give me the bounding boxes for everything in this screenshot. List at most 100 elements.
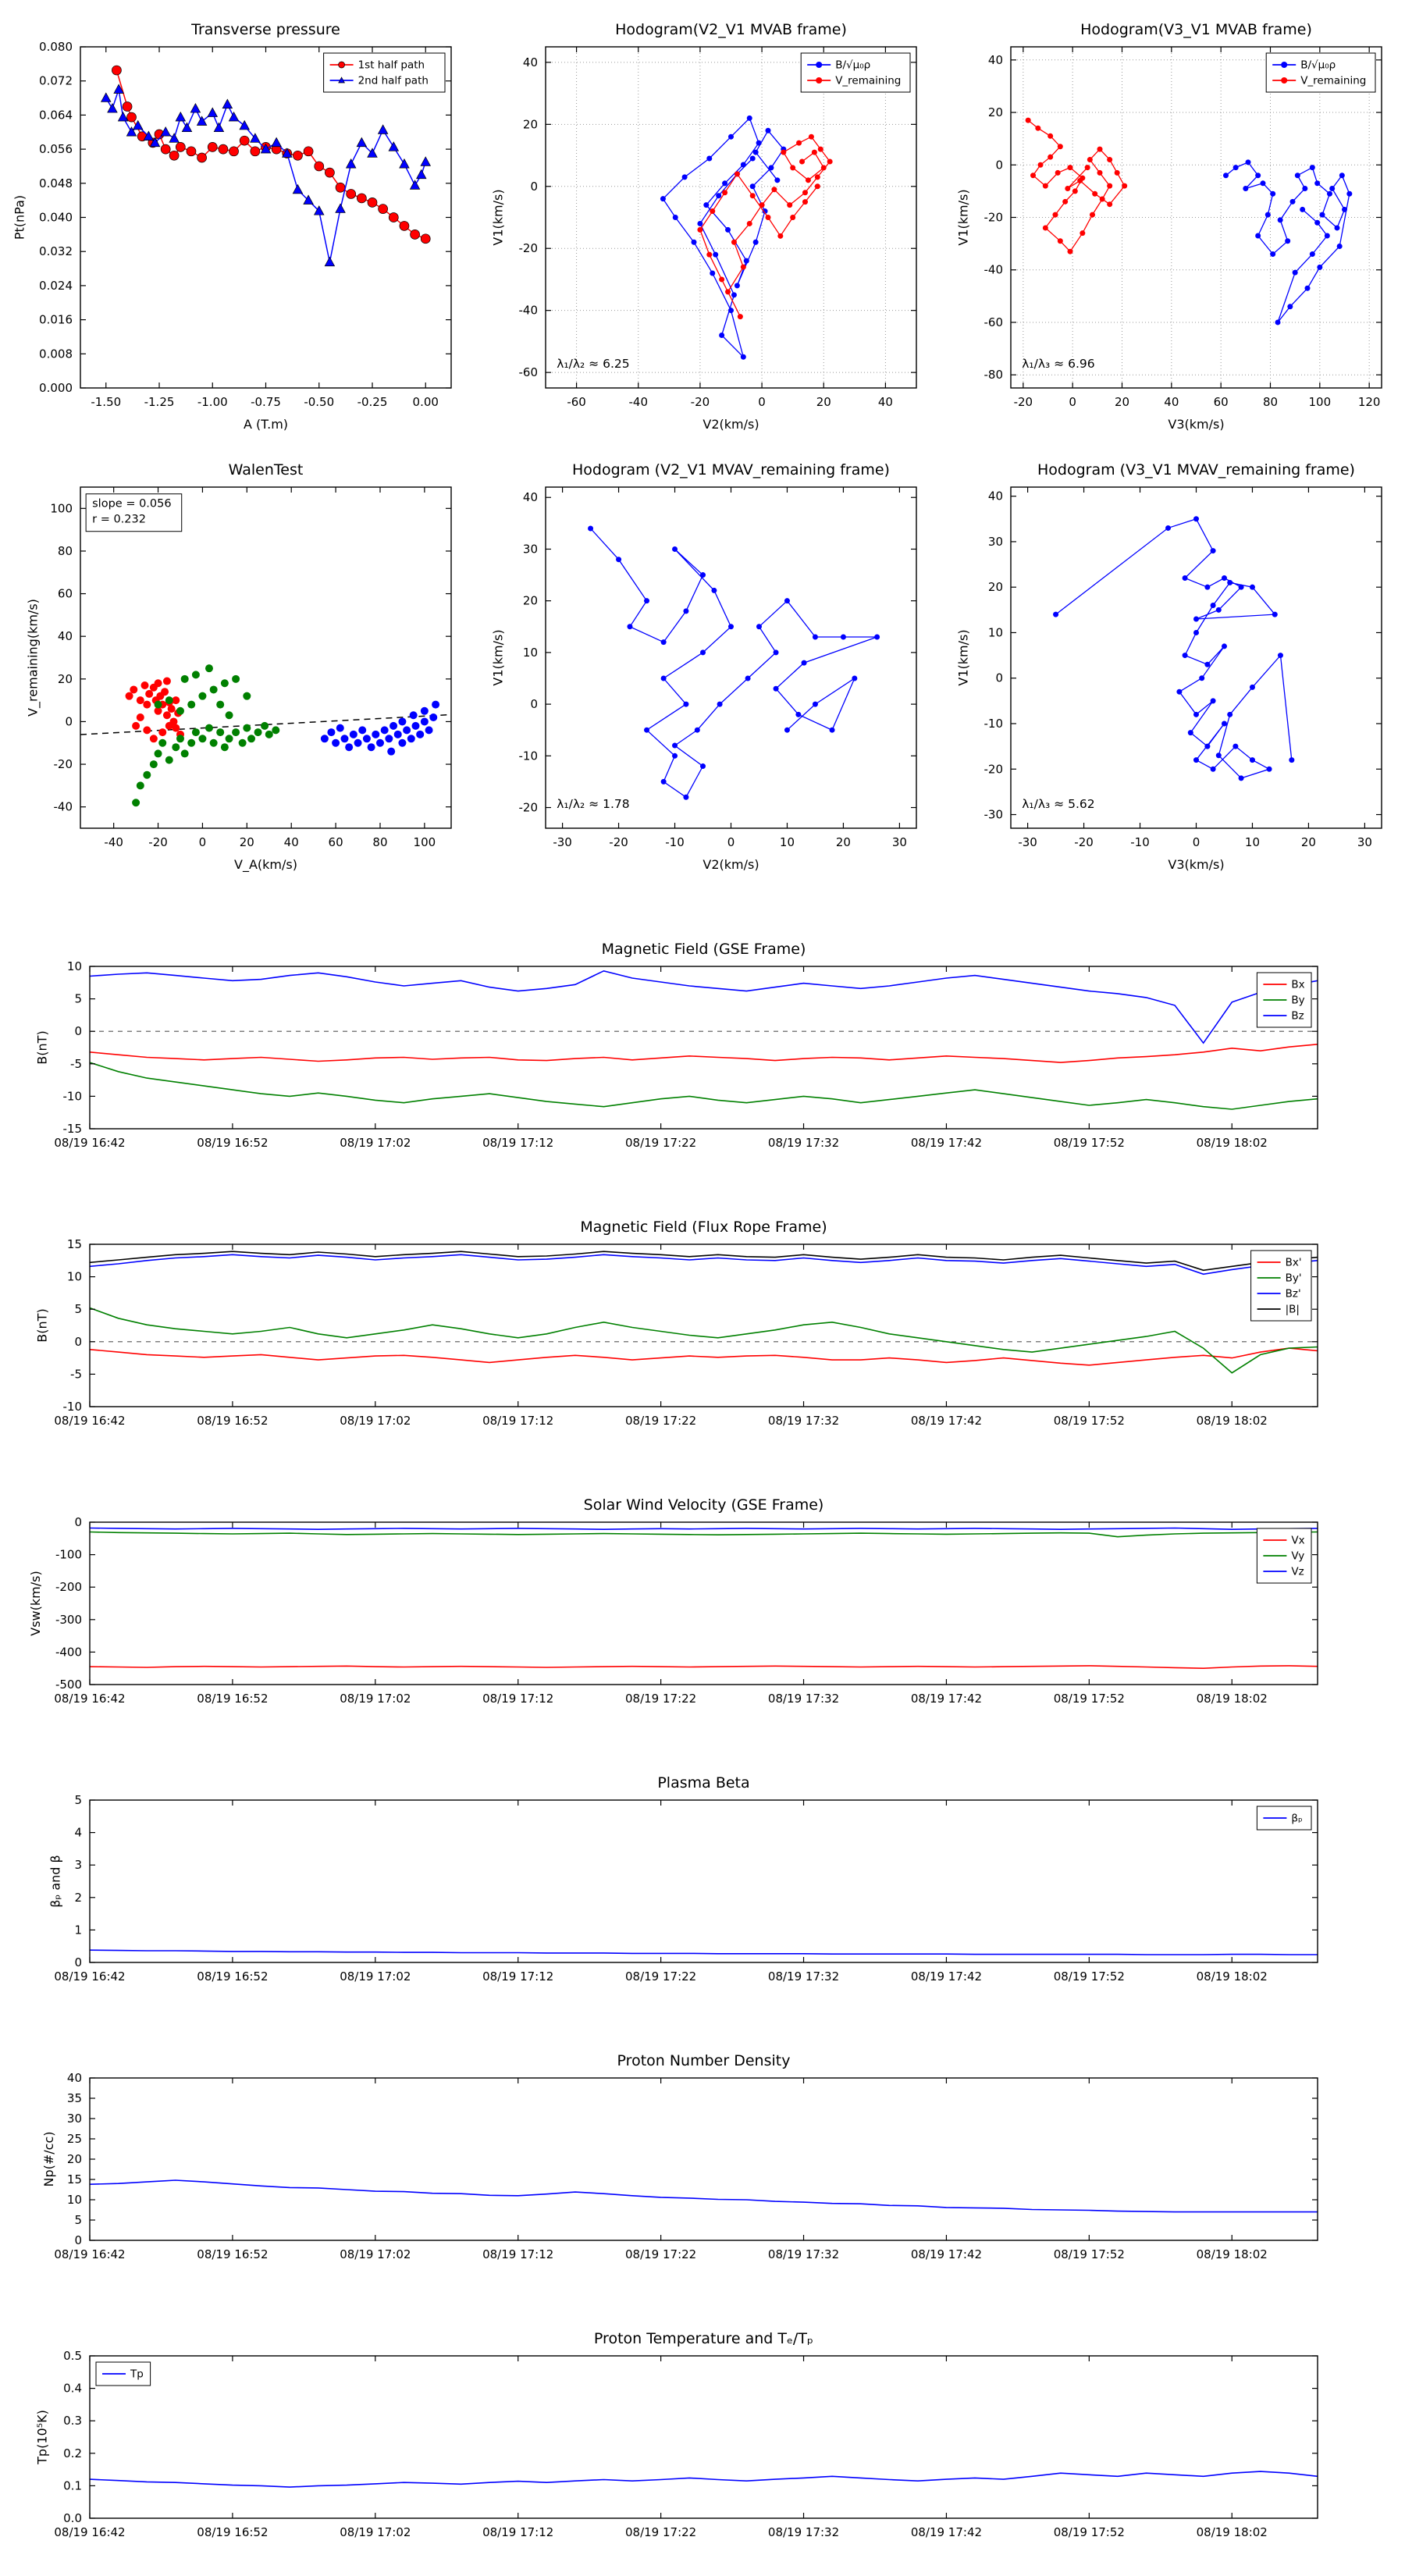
svg-text:λ₁/λ₃ ≈ 5.62: λ₁/λ₃ ≈ 5.62 — [1022, 797, 1094, 811]
svg-text:0.056: 0.056 — [39, 142, 73, 156]
svg-text:08/19 17:52: 08/19 17:52 — [1054, 1969, 1125, 1984]
svg-text:λ₁/λ₂ ≈ 6.25: λ₁/λ₂ ≈ 6.25 — [557, 357, 629, 371]
chart-transverse-pressure: -1.50 -1.25 -1.00 -0.75 -0.50 -0.25 0.00 0.000 0… — [6, 8, 468, 439]
svg-text:10: 10 — [67, 959, 82, 973]
svg-text:V1(km/s): V1(km/s) — [491, 189, 506, 245]
svg-text:10: 10 — [988, 625, 1003, 639]
svg-text:-40: -40 — [519, 304, 539, 318]
svg-text:0: 0 — [74, 2233, 82, 2247]
svg-text:-300: -300 — [55, 1613, 82, 1627]
svg-text:-10: -10 — [984, 717, 1004, 731]
svg-text:V2(km/s): V2(km/s) — [702, 857, 759, 872]
svg-text:λ₁/λ₂ ≈ 1.78: λ₁/λ₂ ≈ 1.78 — [557, 797, 629, 811]
svg-text:-20: -20 — [1014, 395, 1033, 409]
svg-text:-20: -20 — [519, 801, 539, 815]
svg-text:08/19 18:02: 08/19 18:02 — [1197, 2247, 1268, 2261]
svg-text:V_remaining: V_remaining — [1300, 75, 1366, 87]
svg-text:-20: -20 — [984, 762, 1004, 776]
svg-text:-20: -20 — [609, 835, 628, 849]
svg-text:08/19 17:42: 08/19 17:42 — [911, 1692, 982, 1706]
svg-text:08/19 17:22: 08/19 17:22 — [625, 2247, 696, 2261]
svg-text:60: 60 — [329, 835, 343, 849]
svg-text:3: 3 — [74, 1858, 82, 1872]
svg-text:Hodogram(V3_V1 MVAB frame): Hodogram(V3_V1 MVAB frame) — [1080, 21, 1312, 38]
svg-text:08/19 17:42: 08/19 17:42 — [911, 1414, 982, 1428]
svg-text:08/19 17:02: 08/19 17:02 — [340, 2525, 411, 2539]
svg-text:08/19 17:02: 08/19 17:02 — [340, 2247, 411, 2261]
chart-proton-temperature: 08/19 16:42 08/19 16:52 08/19 17:02 08/19 1… — [0, 2323, 1405, 2557]
svg-text:08/19 17:32: 08/19 17:32 — [768, 2247, 839, 2261]
svg-text:08/19 17:12: 08/19 17:12 — [482, 1692, 553, 1706]
chart-magnetic-field-flux-rope: 08/19 16:42 08/19 16:52 08/19 17:02 08/19 1… — [0, 1212, 1405, 1446]
svg-text:100: 100 — [50, 501, 73, 515]
svg-text:08/19 17:02: 08/19 17:02 — [340, 1969, 411, 1984]
svg-text:08/19 17:42: 08/19 17:42 — [911, 2247, 982, 2261]
svg-text:-80: -80 — [984, 368, 1004, 382]
svg-text:0: 0 — [530, 697, 538, 711]
svg-text:V1(km/s): V1(km/s) — [956, 629, 971, 685]
svg-text:-5: -5 — [70, 1057, 82, 1071]
svg-text:-30: -30 — [1018, 835, 1037, 849]
chart-hodogram-v2v1-mvav: -30 -20 -10 0 10 20 30 -20 -10 0 10 20 30 40 Hodogram … — [471, 448, 934, 879]
svg-text:1st half path: 1st half path — [358, 59, 425, 72]
svg-text:08/19 18:02: 08/19 18:02 — [1197, 2525, 1268, 2539]
svg-text:V2(km/s): V2(km/s) — [702, 417, 759, 432]
svg-text:08/19 17:32: 08/19 17:32 — [768, 1692, 839, 1706]
svg-text:08/19 18:02: 08/19 18:02 — [1197, 1969, 1268, 1984]
svg-text:0: 0 — [74, 1024, 82, 1038]
svg-text:40: 40 — [988, 53, 1003, 67]
svg-text:0: 0 — [530, 180, 538, 194]
svg-text:08/19 16:52: 08/19 16:52 — [197, 2247, 268, 2261]
svg-text:-20: -20 — [984, 211, 1004, 225]
svg-text:08/19 17:52: 08/19 17:52 — [1054, 1692, 1125, 1706]
svg-text:-40: -40 — [104, 835, 123, 849]
svg-text:08/19 16:42: 08/19 16:42 — [54, 1414, 125, 1428]
svg-text:0.040: 0.040 — [39, 211, 73, 225]
svg-text:-15: -15 — [63, 1122, 83, 1136]
svg-text:08/19 17:12: 08/19 17:12 — [482, 2247, 553, 2261]
svg-text:35: 35 — [67, 2091, 82, 2105]
svg-text:08/19 16:42: 08/19 16:42 — [54, 1136, 125, 1150]
svg-text:-500: -500 — [55, 1678, 82, 1692]
svg-text:-10: -10 — [665, 835, 685, 849]
svg-text:40: 40 — [523, 55, 538, 69]
svg-text:βₚ: βₚ — [1291, 1813, 1302, 1825]
svg-text:0: 0 — [74, 1515, 82, 1529]
svg-text:0.064: 0.064 — [39, 108, 73, 122]
chart-hodogram-v3v1-mvav: -30 -20 -10 0 10 20 30 -30 -20 -10 0 10 20 30 40 Hodogr… — [937, 448, 1399, 879]
svg-text:40: 40 — [988, 489, 1003, 503]
svg-text:WalenTest: WalenTest — [229, 461, 304, 479]
svg-text:0: 0 — [758, 395, 766, 409]
svg-text:r = 0.232: r = 0.232 — [92, 514, 146, 526]
svg-text:B(nT): B(nT) — [35, 1308, 50, 1342]
svg-text:-1.25: -1.25 — [144, 395, 175, 409]
svg-text:0.024: 0.024 — [39, 279, 73, 293]
svg-text:Tp: Tp — [130, 2368, 144, 2381]
svg-text:Bx': Bx' — [1286, 1257, 1302, 1269]
svg-text:30: 30 — [67, 2112, 82, 2126]
svg-text:08/19 17:52: 08/19 17:52 — [1054, 2525, 1125, 2539]
svg-text:By': By' — [1286, 1272, 1302, 1285]
svg-text:30: 30 — [1357, 835, 1372, 849]
svg-text:08/19 17:12: 08/19 17:12 — [482, 1969, 553, 1984]
svg-text:15: 15 — [67, 1237, 82, 1251]
svg-text:Plasma Beta: Plasma Beta — [657, 1774, 749, 1791]
svg-text:08/19 16:52: 08/19 16:52 — [197, 1136, 268, 1150]
svg-text:40: 40 — [1164, 395, 1179, 409]
svg-text:-10: -10 — [519, 749, 539, 763]
svg-text:08/19 16:42: 08/19 16:42 — [54, 2247, 125, 2261]
svg-text:-10: -10 — [63, 1089, 83, 1103]
svg-text:10: 10 — [67, 2193, 82, 2207]
svg-text:-40: -40 — [54, 800, 73, 814]
svg-text:2nd half path: 2nd half path — [358, 75, 429, 87]
svg-text:08/19 17:22: 08/19 17:22 — [625, 1969, 696, 1984]
svg-text:08/19 17:02: 08/19 17:02 — [340, 1414, 411, 1428]
chart-hodogram-v2v1-mvab: -60 -40 -20 0 20 40 -60 -40 -20 0 20 40 Hodogram(V2_… — [471, 8, 934, 439]
svg-text:08/19 17:22: 08/19 17:22 — [625, 2525, 696, 2539]
svg-text:30: 30 — [988, 535, 1003, 549]
svg-text:08/19 17:52: 08/19 17:52 — [1054, 1136, 1125, 1150]
svg-text:Hodogram (V2_V1 MVAV_remaining: Hodogram (V2_V1 MVAV_remaining frame) — [572, 461, 890, 479]
svg-text:20: 20 — [988, 105, 1003, 119]
svg-text:V3(km/s): V3(km/s) — [1168, 417, 1224, 432]
svg-text:-0.75: -0.75 — [251, 395, 281, 409]
